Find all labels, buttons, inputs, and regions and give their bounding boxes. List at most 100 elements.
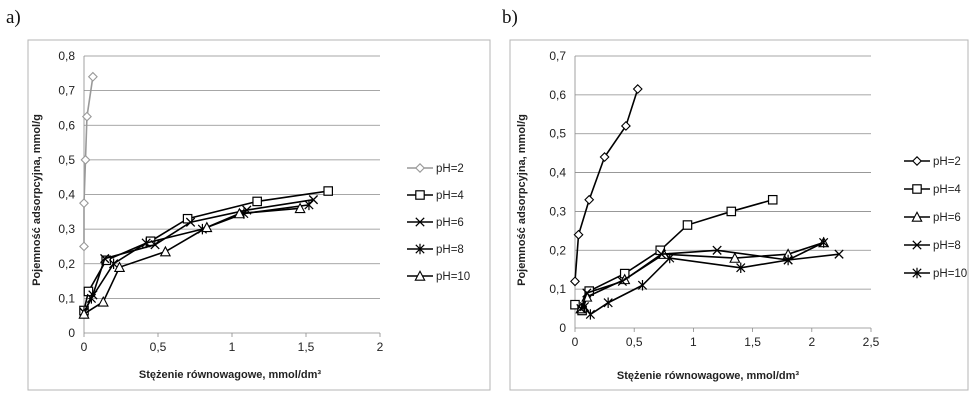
chart-a-series-ph-10 [78,202,306,319]
chart-b-series-ph-10 [579,237,829,320]
chart-a-legend-label: pH=2 [436,163,464,175]
chart-a-legend-entry: pH=2 [407,163,464,175]
chart-a-y-tick-label: 0,8 [58,49,75,63]
chart-a-legend-label: pH=6 [436,217,464,229]
chart-b-x-tick-label: 2,5 [863,335,880,349]
chart-a-x-ticks: 0 0,5 1 1,5 2 [81,333,384,354]
chart-b-y-tick-label: 0,2 [549,243,566,257]
chart-a-y-tick-label: 0,3 [58,222,75,236]
chart-b-series-ph-6-point [729,252,741,263]
chart-a-y-tick-label: 0,6 [58,118,75,132]
chart-b-legend-label: pH=10 [933,268,967,280]
chart-b-legend-entry: pH=10 [904,267,967,280]
chart-b-y-tick-label: 0,6 [549,88,566,102]
chart-b-series-ph-10-point [603,297,613,308]
chart-b-legend-marker [912,184,922,194]
chart-a-series-ph-10-point [294,202,306,214]
chart-a: a) 0 0,1 0,2 0,3 0,4 0,5 0,6 0,7 0,8 0 0,5 1 1,5 2 P… [6,7,491,391]
chart-b-series-ph-4-point [570,299,580,310]
chart-a-frame [27,39,491,391]
chart-b-y-ticks: 0 0,1 0,2 0,3 0,4 0,5 0,6 0,7 [549,49,566,335]
chart-b-series-ph-4-point [682,220,693,230]
chart-b-x-tick-label: 2 [808,335,815,349]
chart-a-y-tick-label: 0,7 [58,84,75,98]
chart-b-x-tick-label: 1 [690,335,697,349]
chart-b-y-tick-label: 0,3 [549,204,566,218]
chart-a-series-ph-10-point [159,245,172,257]
chart-a-legend-entry: pH=6 [407,217,464,229]
chart-b-series-ph-2-line [574,88,639,282]
chart-b-x-tick-label: 0 [572,335,579,349]
chart-b-x-ticks: 0 0,5 1 1,5 2 2,5 [572,328,880,349]
chart-b-series-ph-8-point [712,245,722,255]
chart-b-series-ph-8-point [656,249,667,259]
chart-b-series-ph-10-point [665,252,675,264]
chart-a-series-ph-10-point [201,221,213,233]
chart-a-legend-entry: pH=4 [407,190,464,202]
chart-b-series-ph-2-point [632,84,643,95]
chart-a-series-ph-4-point [323,186,333,196]
chart-b-series-ph-10-point [579,301,590,312]
chart-b-y-tick-label: 0 [559,321,566,335]
chart-b-series-ph-10-point [736,262,746,273]
chart-b-xlabel: Stężenie równowagowe, mmol/dm³ [617,370,799,382]
chart-a-x-tick-label: 0 [81,340,88,354]
chart-a-legend-label: pH=10 [436,271,470,283]
chart-b-legend-marker [911,211,923,222]
chart-a-series-ph-2-point [79,241,89,252]
chart-a-legend-marker [415,243,425,255]
chart-b-series-ph-4-point [726,206,737,217]
chart-a-series-ph-10-point [97,295,109,307]
chart-a-series-ph-2-point [87,71,98,82]
chart-b-series-ph-2-point [584,194,595,205]
chart-a-series-ph-8-point [108,258,119,269]
chart-a-y-tick-label: 0,5 [58,153,75,167]
chart-b-y-tick-label: 0,5 [549,127,566,141]
chart-b-series-ph-10-point [819,237,829,248]
chart-a-series-ph-6-point [185,217,196,227]
chart-a-y-tick-label: 0,4 [58,188,75,202]
chart-a-series-ph-8-point [304,199,314,211]
chart-b-series-ph-2 [570,84,643,287]
chart-b-legend: pH=2 pH=4 pH=6 pH=8 pH=10 [904,156,967,280]
chart-a-y-tick-label: 0,2 [58,257,75,271]
chart-b-legend-label: pH=6 [933,212,961,224]
chart-a-legend-marker [415,163,425,173]
chart-b-ylabel: Pojemność adsorpcyjna, mmol/g [516,114,528,286]
chart-b-legend-entry: pH=8 [904,240,961,252]
chart-a-series-ph-4-point [252,196,262,207]
chart-b-frame [509,39,969,391]
chart-b-series-ph-8-point [617,276,628,287]
chart-b-panel-label: b) [502,7,518,28]
chart-b-legend-label: pH=8 [933,240,961,252]
chart-a-legend-entry: pH=10 [407,270,470,283]
chart-a-legend-marker [414,270,426,281]
chart-a-series-ph-2 [79,71,98,252]
chart-a-legend-entry: pH=8 [407,243,464,256]
chart-b-legend-entry: pH=4 [904,184,961,196]
chart-b-legend-entry: pH=2 [904,156,961,168]
chart-b-series-ph-10-point [637,280,648,291]
chart-b-legend-marker [912,240,922,250]
chart-a-x-tick-label: 1 [229,340,236,354]
chart-b-x-tick-label: 1,5 [744,335,761,349]
chart-a-xlabel: Stężenie równowagowe, mmol/dm³ [139,369,321,381]
chart-b-y-tick-label: 0,1 [549,282,566,296]
chart-b-legend-marker [912,267,922,279]
chart-a-legend-label: pH=8 [436,244,464,256]
chart-a-x-tick-label: 0,5 [150,340,167,354]
chart-a-legend-marker [415,190,425,200]
chart-b-series-ph-10-point [783,254,793,266]
chart-a-series-ph-8-point [86,293,97,304]
chart-b-series-ph-2-point [570,276,580,287]
chart-a-legend-marker [415,217,425,227]
chart-a-ylabel: Pojemność adsorpcyjna, mmol/g [31,114,43,286]
chart-b-y-tick-label: 0,7 [549,49,566,63]
chart-b-series-ph-2-point [599,152,610,163]
chart-b-series-ph-10-line [583,241,824,316]
chart-b-legend-entry: pH=6 [904,211,961,224]
chart-a-series-ph-6-point [100,253,110,264]
chart-a-y-tick-label: 0 [68,326,75,340]
